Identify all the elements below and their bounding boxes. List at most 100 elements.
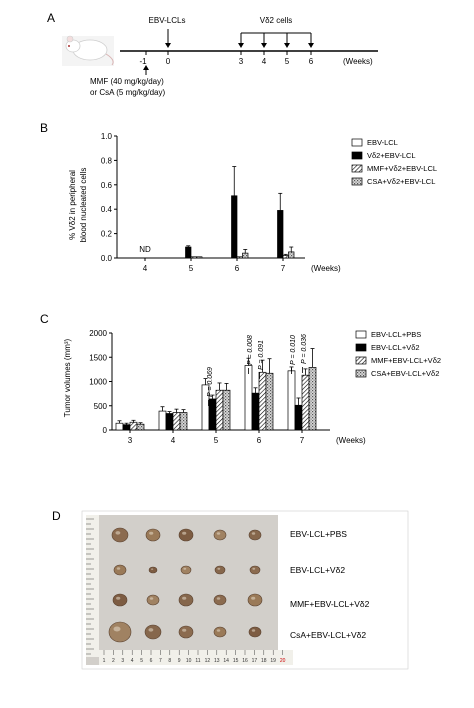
legend-label: EBV-LCL+Vδ2: [371, 343, 420, 352]
tumor-highlight: [148, 628, 154, 632]
mouse-illustration: [62, 35, 114, 66]
legend-swatch: [355, 330, 367, 339]
p-value-label: P = 0.010: [290, 335, 297, 365]
tick-3: 3: [239, 57, 244, 66]
legend-label: EBV-LCL+PBS: [371, 330, 421, 339]
panel-b-letter: B: [40, 121, 48, 135]
timeline-unit: (Weeks): [343, 57, 373, 66]
x-tick-label: 4: [171, 436, 176, 445]
x-tick-label: 3: [128, 436, 133, 445]
ruler-number: 9: [178, 658, 181, 664]
y-tick-label: 0.2: [101, 230, 113, 239]
tumor-specimen: [247, 593, 263, 607]
bar: [308, 367, 317, 431]
y-tick-label: 1500: [89, 353, 107, 362]
tumor-specimen: [113, 564, 127, 576]
chart-b-ylabel-line2: blood nucleated cells: [79, 168, 88, 243]
bar: [185, 246, 192, 259]
bar: [242, 252, 249, 259]
tumor-specimen: [108, 621, 132, 643]
tumor-highlight: [182, 596, 187, 600]
treatment-line1: MMF (40 mg/kg/day): [90, 77, 164, 86]
bar: [282, 255, 289, 259]
ruler-number: 14: [223, 658, 229, 664]
treatment-arrow: [143, 65, 149, 75]
p-value-label: P = 0.036: [301, 334, 308, 364]
tumor-specimen: [148, 566, 158, 574]
chart-c: Tumor volumes (mm³) 0 500 1000 1500 2000 3 4 5 6…: [63, 329, 441, 445]
ruler-number: 3: [121, 658, 124, 664]
horizontal-ruler: 1 2 3 4 5 6 7 8 9 10 11 12 13 14 15 16 17 18 19 20: [103, 650, 286, 664]
vd2-cells-label: Vδ2 cells: [260, 16, 292, 25]
panel-c-letter: C: [40, 312, 49, 326]
tumor-specimens: [108, 527, 263, 643]
legend-label: CSA+Vδ2+EBV-LCL: [367, 177, 435, 186]
p-value-label: P = 0.069: [207, 367, 214, 397]
tumor-specimen: [214, 565, 226, 575]
tumor-specimen: [248, 626, 262, 638]
bar: [136, 423, 145, 431]
treatment-line2: or CsA (5 mg/kg/day): [90, 88, 165, 97]
bar: [172, 412, 181, 431]
bar: [287, 370, 296, 431]
tumor-highlight: [151, 568, 154, 570]
bar: [215, 389, 224, 431]
y-tick-label: 0.8: [101, 156, 113, 165]
tumor-highlight: [251, 629, 256, 632]
ebv-injection-arrow: [165, 29, 171, 48]
tick-minus1: -1: [139, 57, 147, 66]
bar: [158, 410, 167, 431]
timeline-ticks: [145, 51, 312, 55]
bar: [301, 374, 310, 431]
ruler-number: 15: [233, 658, 239, 664]
x-tick-label: 7: [281, 264, 286, 273]
tumor-highlight: [251, 596, 256, 600]
x-axis-unit: (Weeks): [336, 436, 366, 445]
tumor-highlight: [182, 531, 187, 535]
tumor-specimen: [112, 593, 128, 607]
tumor-specimen: [213, 594, 227, 606]
ruler-number: 19: [270, 658, 276, 664]
bar: [208, 398, 217, 431]
p-value-label: P = 0.091: [258, 340, 265, 370]
ruler-number: 2: [112, 658, 115, 664]
x-tick-label: 6: [257, 436, 262, 445]
chart-b-ylabel-line1: % Vδ2 in peripheral: [68, 170, 77, 240]
x-tick-label: 5: [189, 264, 194, 273]
x-tick-label: 5: [214, 436, 219, 445]
tumor-highlight: [116, 567, 121, 570]
ruler-number: 4: [131, 658, 134, 664]
tumor-highlight: [216, 597, 221, 600]
tick-0: 0: [166, 57, 171, 66]
photo-row-label-csa: CsA+EBV-LCL+Vδ2: [290, 630, 366, 640]
vertical-ruler: [86, 518, 94, 655]
ruler-number: 20: [280, 658, 286, 664]
tumor-specimen: [213, 626, 227, 638]
ruler-number: 16: [242, 658, 248, 664]
nd-annotation: ND: [139, 245, 151, 254]
tumor-specimen: [213, 529, 227, 541]
tick-4: 4: [262, 57, 267, 66]
tumor-specimen: [178, 593, 194, 607]
y-tick-label: 500: [94, 402, 108, 411]
ebv-lcls-label: EBV-LCLs: [149, 16, 186, 25]
vd2-injection-bracket: [238, 32, 314, 48]
ruler-number: 5: [140, 658, 143, 664]
bar: [179, 412, 188, 431]
panel-d-letter: D: [52, 509, 61, 523]
legend-swatch: [351, 177, 363, 186]
tumor-highlight: [149, 531, 154, 535]
p-value-label: P = 0.008: [247, 335, 254, 365]
ruler-number: 1: [103, 658, 106, 664]
y-tick-label: 1.0: [101, 132, 113, 141]
legend-label: Vδ2+EBV-LCL: [367, 151, 416, 160]
bar: [196, 256, 203, 259]
tick-5: 5: [285, 57, 290, 66]
bar: [294, 404, 303, 431]
bar: [277, 210, 284, 259]
legend-label: MMF+Vδ2+EBV-LCL: [367, 164, 437, 173]
y-tick-label: 0.6: [101, 181, 113, 190]
tick-6: 6: [309, 57, 314, 66]
bar: [231, 195, 238, 259]
x-tick-label: 4: [143, 264, 148, 273]
